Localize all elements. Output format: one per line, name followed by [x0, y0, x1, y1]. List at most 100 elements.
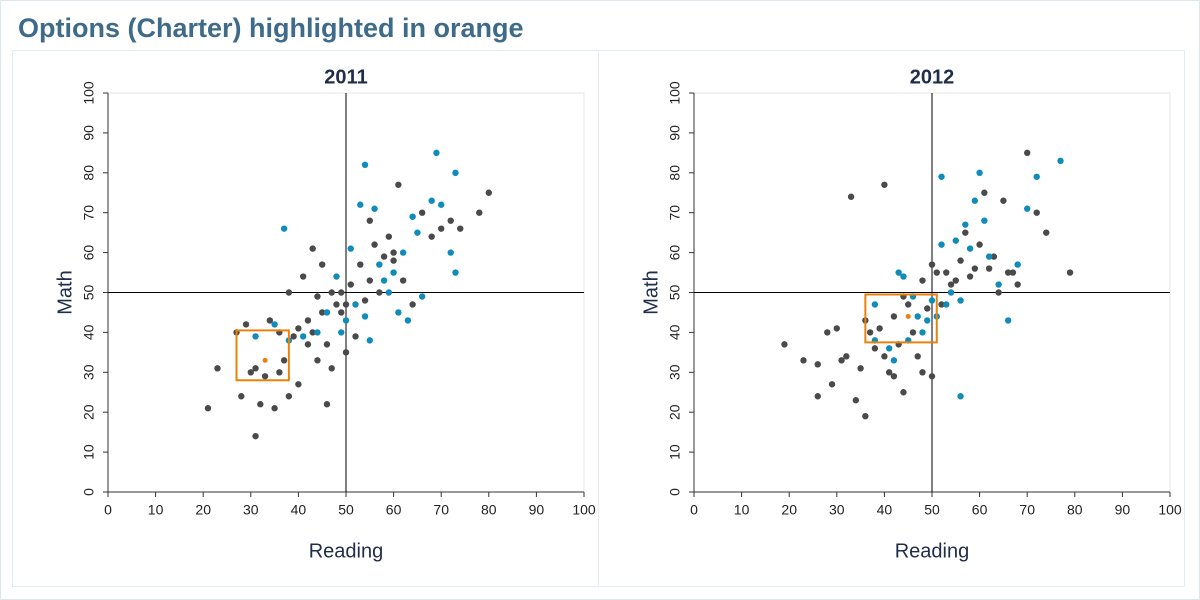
point — [952, 237, 959, 244]
point — [418, 293, 426, 300]
point — [271, 321, 278, 328]
point — [852, 397, 860, 404]
y-tick-label: 70 — [81, 205, 97, 221]
point — [971, 197, 979, 204]
point — [409, 213, 416, 220]
point — [257, 401, 264, 408]
point — [947, 289, 955, 296]
point — [385, 233, 393, 240]
point — [319, 261, 326, 268]
point — [418, 209, 426, 216]
point — [252, 432, 259, 440]
point — [476, 209, 483, 216]
y-tick-label: 20 — [667, 404, 683, 420]
point — [947, 281, 955, 288]
point — [890, 357, 898, 364]
point — [962, 221, 969, 228]
point — [280, 225, 288, 232]
y-tick-label: 50 — [81, 285, 97, 301]
point — [361, 297, 369, 304]
point — [390, 257, 397, 264]
point — [333, 301, 340, 308]
point — [876, 325, 883, 332]
y-tick-label: 80 — [81, 165, 97, 181]
point — [985, 253, 993, 260]
point — [304, 317, 312, 324]
point — [438, 225, 445, 232]
point — [957, 393, 964, 400]
y-tick-label: 40 — [81, 324, 97, 340]
point — [252, 365, 259, 372]
point — [342, 317, 350, 324]
x-tick-label: 70 — [1019, 502, 1035, 518]
point — [914, 353, 921, 360]
point — [371, 241, 378, 248]
point — [357, 261, 364, 268]
point — [447, 249, 454, 256]
panel-frame — [598, 50, 1185, 587]
point — [833, 325, 840, 332]
point — [938, 241, 945, 248]
x-tick-label: 70 — [433, 502, 449, 518]
point — [285, 289, 293, 296]
point — [885, 345, 893, 352]
point — [361, 313, 369, 320]
point — [299, 333, 307, 340]
point — [1023, 149, 1031, 157]
point — [452, 269, 459, 276]
point — [390, 249, 397, 256]
x-tick-label: 0 — [690, 502, 698, 518]
point — [952, 277, 959, 284]
point — [895, 269, 902, 276]
point — [399, 277, 407, 284]
point — [976, 169, 983, 176]
y-tick-label: 40 — [667, 324, 683, 340]
point — [1043, 229, 1050, 236]
point — [266, 317, 274, 324]
x-tick-label: 40 — [877, 502, 893, 518]
point — [390, 269, 397, 276]
point — [909, 329, 917, 336]
x-tick-label: 90 — [529, 502, 545, 518]
point — [1000, 197, 1007, 204]
point — [1033, 173, 1040, 180]
point — [295, 325, 302, 332]
x-tick-label: 80 — [481, 502, 497, 518]
x-tick-label: 10 — [148, 502, 164, 518]
point — [304, 341, 312, 348]
y-axis-label: Math — [54, 270, 76, 314]
x-tick-label: 50 — [924, 502, 940, 518]
point — [985, 265, 993, 272]
point — [457, 225, 464, 232]
point — [866, 329, 874, 336]
point — [261, 373, 269, 380]
point — [938, 173, 945, 180]
point — [1014, 281, 1021, 288]
point — [314, 293, 321, 300]
point — [938, 301, 945, 308]
point — [995, 281, 1002, 288]
y-axis-label: Math — [640, 270, 662, 314]
x-tick-label: 50 — [338, 502, 354, 518]
point — [905, 313, 911, 319]
point — [814, 393, 821, 400]
point — [781, 341, 788, 348]
x-tick-label: 40 — [291, 502, 307, 518]
y-tick-label: 70 — [667, 205, 683, 221]
point — [966, 273, 974, 280]
x-tick-label: 60 — [972, 502, 988, 518]
point — [342, 301, 350, 308]
point — [295, 381, 302, 388]
point — [323, 341, 331, 348]
point — [1066, 269, 1074, 276]
y-tick-label: 90 — [81, 125, 97, 141]
point — [928, 297, 936, 304]
y-tick-label: 100 — [667, 81, 683, 105]
point — [914, 313, 921, 320]
point — [447, 217, 454, 224]
point — [323, 309, 331, 316]
point — [299, 273, 307, 280]
point — [242, 321, 250, 328]
point — [824, 329, 831, 336]
